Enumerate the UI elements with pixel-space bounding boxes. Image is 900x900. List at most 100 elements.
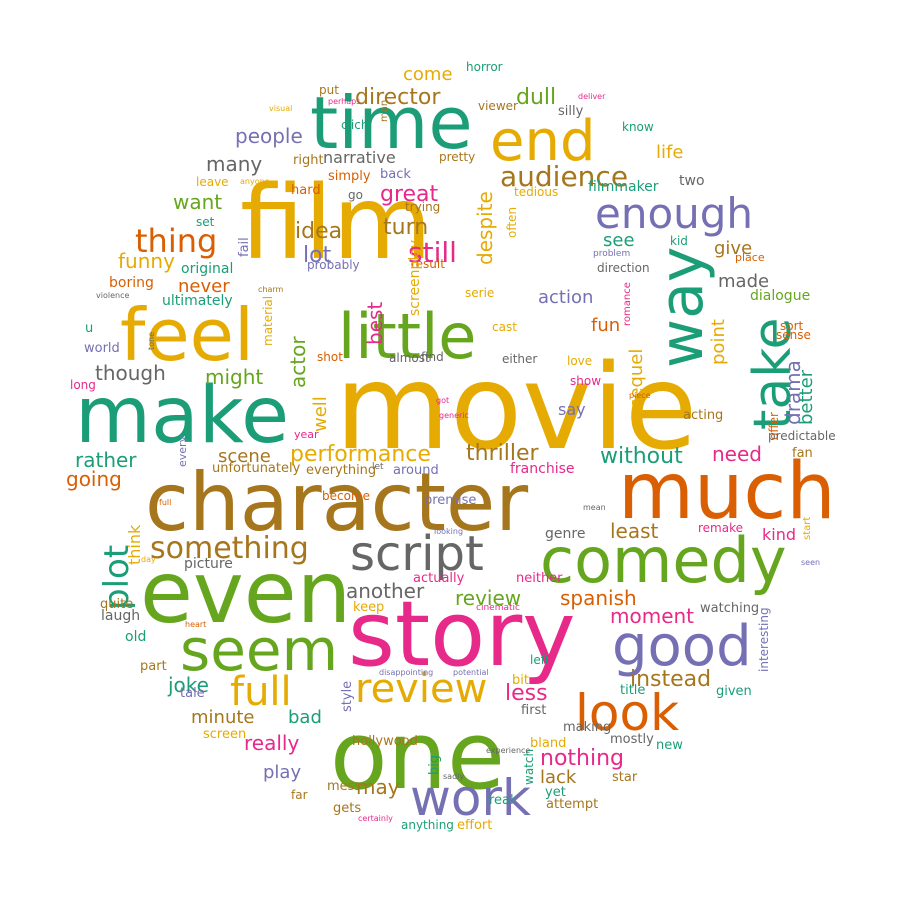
word-point: point	[708, 319, 729, 365]
word-kind: kind	[762, 525, 796, 544]
word-gets: gets	[333, 801, 361, 816]
word-rather: rather	[75, 448, 137, 472]
word-good: good	[612, 614, 752, 679]
word-idea: idea	[295, 219, 342, 244]
word-filmmaker: filmmaker	[588, 179, 659, 195]
word-fail: fail	[237, 237, 252, 257]
word-watch: watch	[522, 749, 536, 785]
word-romance: romance	[622, 282, 633, 326]
word-effort: effort	[457, 818, 492, 833]
word-watching: watching	[700, 601, 759, 616]
word-full: full	[159, 498, 171, 507]
word-go: go	[348, 188, 363, 202]
word-material: material	[261, 296, 275, 346]
word-ultimately: ultimately	[162, 293, 233, 309]
word-many: many	[206, 152, 262, 176]
word-yet: yet	[545, 785, 566, 800]
word-going: going	[66, 467, 122, 491]
word-picture: picture	[184, 556, 233, 572]
word-dialogue: dialogue	[750, 288, 810, 304]
word-show: show	[570, 374, 601, 388]
word-take: take	[743, 317, 803, 430]
word-see: see	[603, 230, 635, 251]
word-even: even	[140, 543, 351, 643]
word-thing: thing	[135, 222, 217, 260]
word-audience: audience	[500, 160, 628, 193]
word-place: place	[735, 251, 765, 264]
word-actor: actor	[286, 336, 310, 388]
word-become: become	[322, 489, 370, 503]
word-leave: leave	[196, 175, 229, 189]
word-want: want	[173, 190, 222, 214]
word-say: say	[558, 400, 586, 419]
word-experience: experience	[486, 746, 530, 755]
word-least: least	[610, 519, 659, 543]
word-left: left	[530, 653, 550, 667]
word-scene: scene	[218, 446, 271, 467]
word-better: better	[796, 369, 817, 425]
word-let: let	[372, 462, 384, 472]
word-simply: simply	[328, 169, 371, 184]
word-man: man	[379, 100, 390, 122]
word-make: make	[75, 371, 289, 461]
word-well: well	[310, 396, 331, 432]
word-perhaps: perhaps	[328, 97, 360, 106]
word-seen: seen	[801, 558, 820, 567]
word-interesting: interesting	[757, 607, 771, 672]
word-acting: acting	[683, 408, 723, 423]
word-serie: serie	[465, 286, 494, 300]
word-probably: probably	[307, 258, 360, 272]
word-despite: despite	[473, 191, 497, 265]
word-still: still	[408, 236, 457, 269]
word-big: big	[427, 755, 442, 775]
word-mess: mess	[327, 779, 361, 794]
word-instead: instead	[630, 667, 711, 692]
word-drama: drama	[781, 360, 805, 425]
word-remake: remake	[698, 521, 743, 535]
word-lot: lot	[303, 243, 332, 268]
word-potential: potential	[453, 668, 489, 677]
word-real: real	[489, 793, 514, 808]
word-old: old	[125, 629, 146, 645]
word-joke: joke	[167, 673, 209, 697]
word-anyone: anyone	[240, 177, 270, 186]
word-really: really	[244, 731, 299, 755]
word-work: work	[410, 769, 531, 827]
word-know: know	[622, 120, 654, 134]
word-franchise: franchise	[510, 461, 575, 477]
word-great: great	[380, 182, 439, 207]
word-never: never	[178, 276, 230, 297]
word-sort: sort	[780, 319, 804, 333]
word-year: year	[294, 428, 319, 441]
word-life: life	[656, 142, 683, 163]
word-screenplay: screenplay	[407, 240, 423, 316]
word-anything: anything	[401, 818, 454, 832]
word-sadly: sadly	[443, 772, 464, 781]
word-come: come	[403, 64, 453, 85]
word-attempt: attempt	[546, 797, 598, 812]
word-clich: clich	[341, 118, 368, 132]
word-everything: everything	[306, 463, 376, 478]
word-looking: looking	[434, 527, 463, 536]
word-without: without	[600, 444, 683, 469]
word-find: find	[421, 350, 444, 364]
word-movie: movie	[335, 338, 697, 476]
word-world: world	[84, 341, 120, 356]
word-little: little	[338, 300, 476, 373]
word-given: given	[716, 684, 752, 699]
word-dull: dull	[516, 85, 556, 110]
word-long: long	[70, 378, 96, 392]
word-director: director	[355, 85, 441, 110]
word-comedy: comedy	[540, 524, 787, 597]
word-feel: feel	[120, 293, 254, 377]
word-set: set	[196, 215, 215, 229]
word-genre: genre	[545, 526, 585, 542]
word-bit: bit	[512, 673, 529, 688]
word-almost: almost	[389, 351, 430, 365]
word-though: though	[95, 361, 166, 385]
word-first: first	[521, 703, 546, 718]
word-boring: boring	[109, 275, 154, 291]
word-character: character	[145, 456, 528, 549]
word-day: day	[141, 555, 156, 564]
